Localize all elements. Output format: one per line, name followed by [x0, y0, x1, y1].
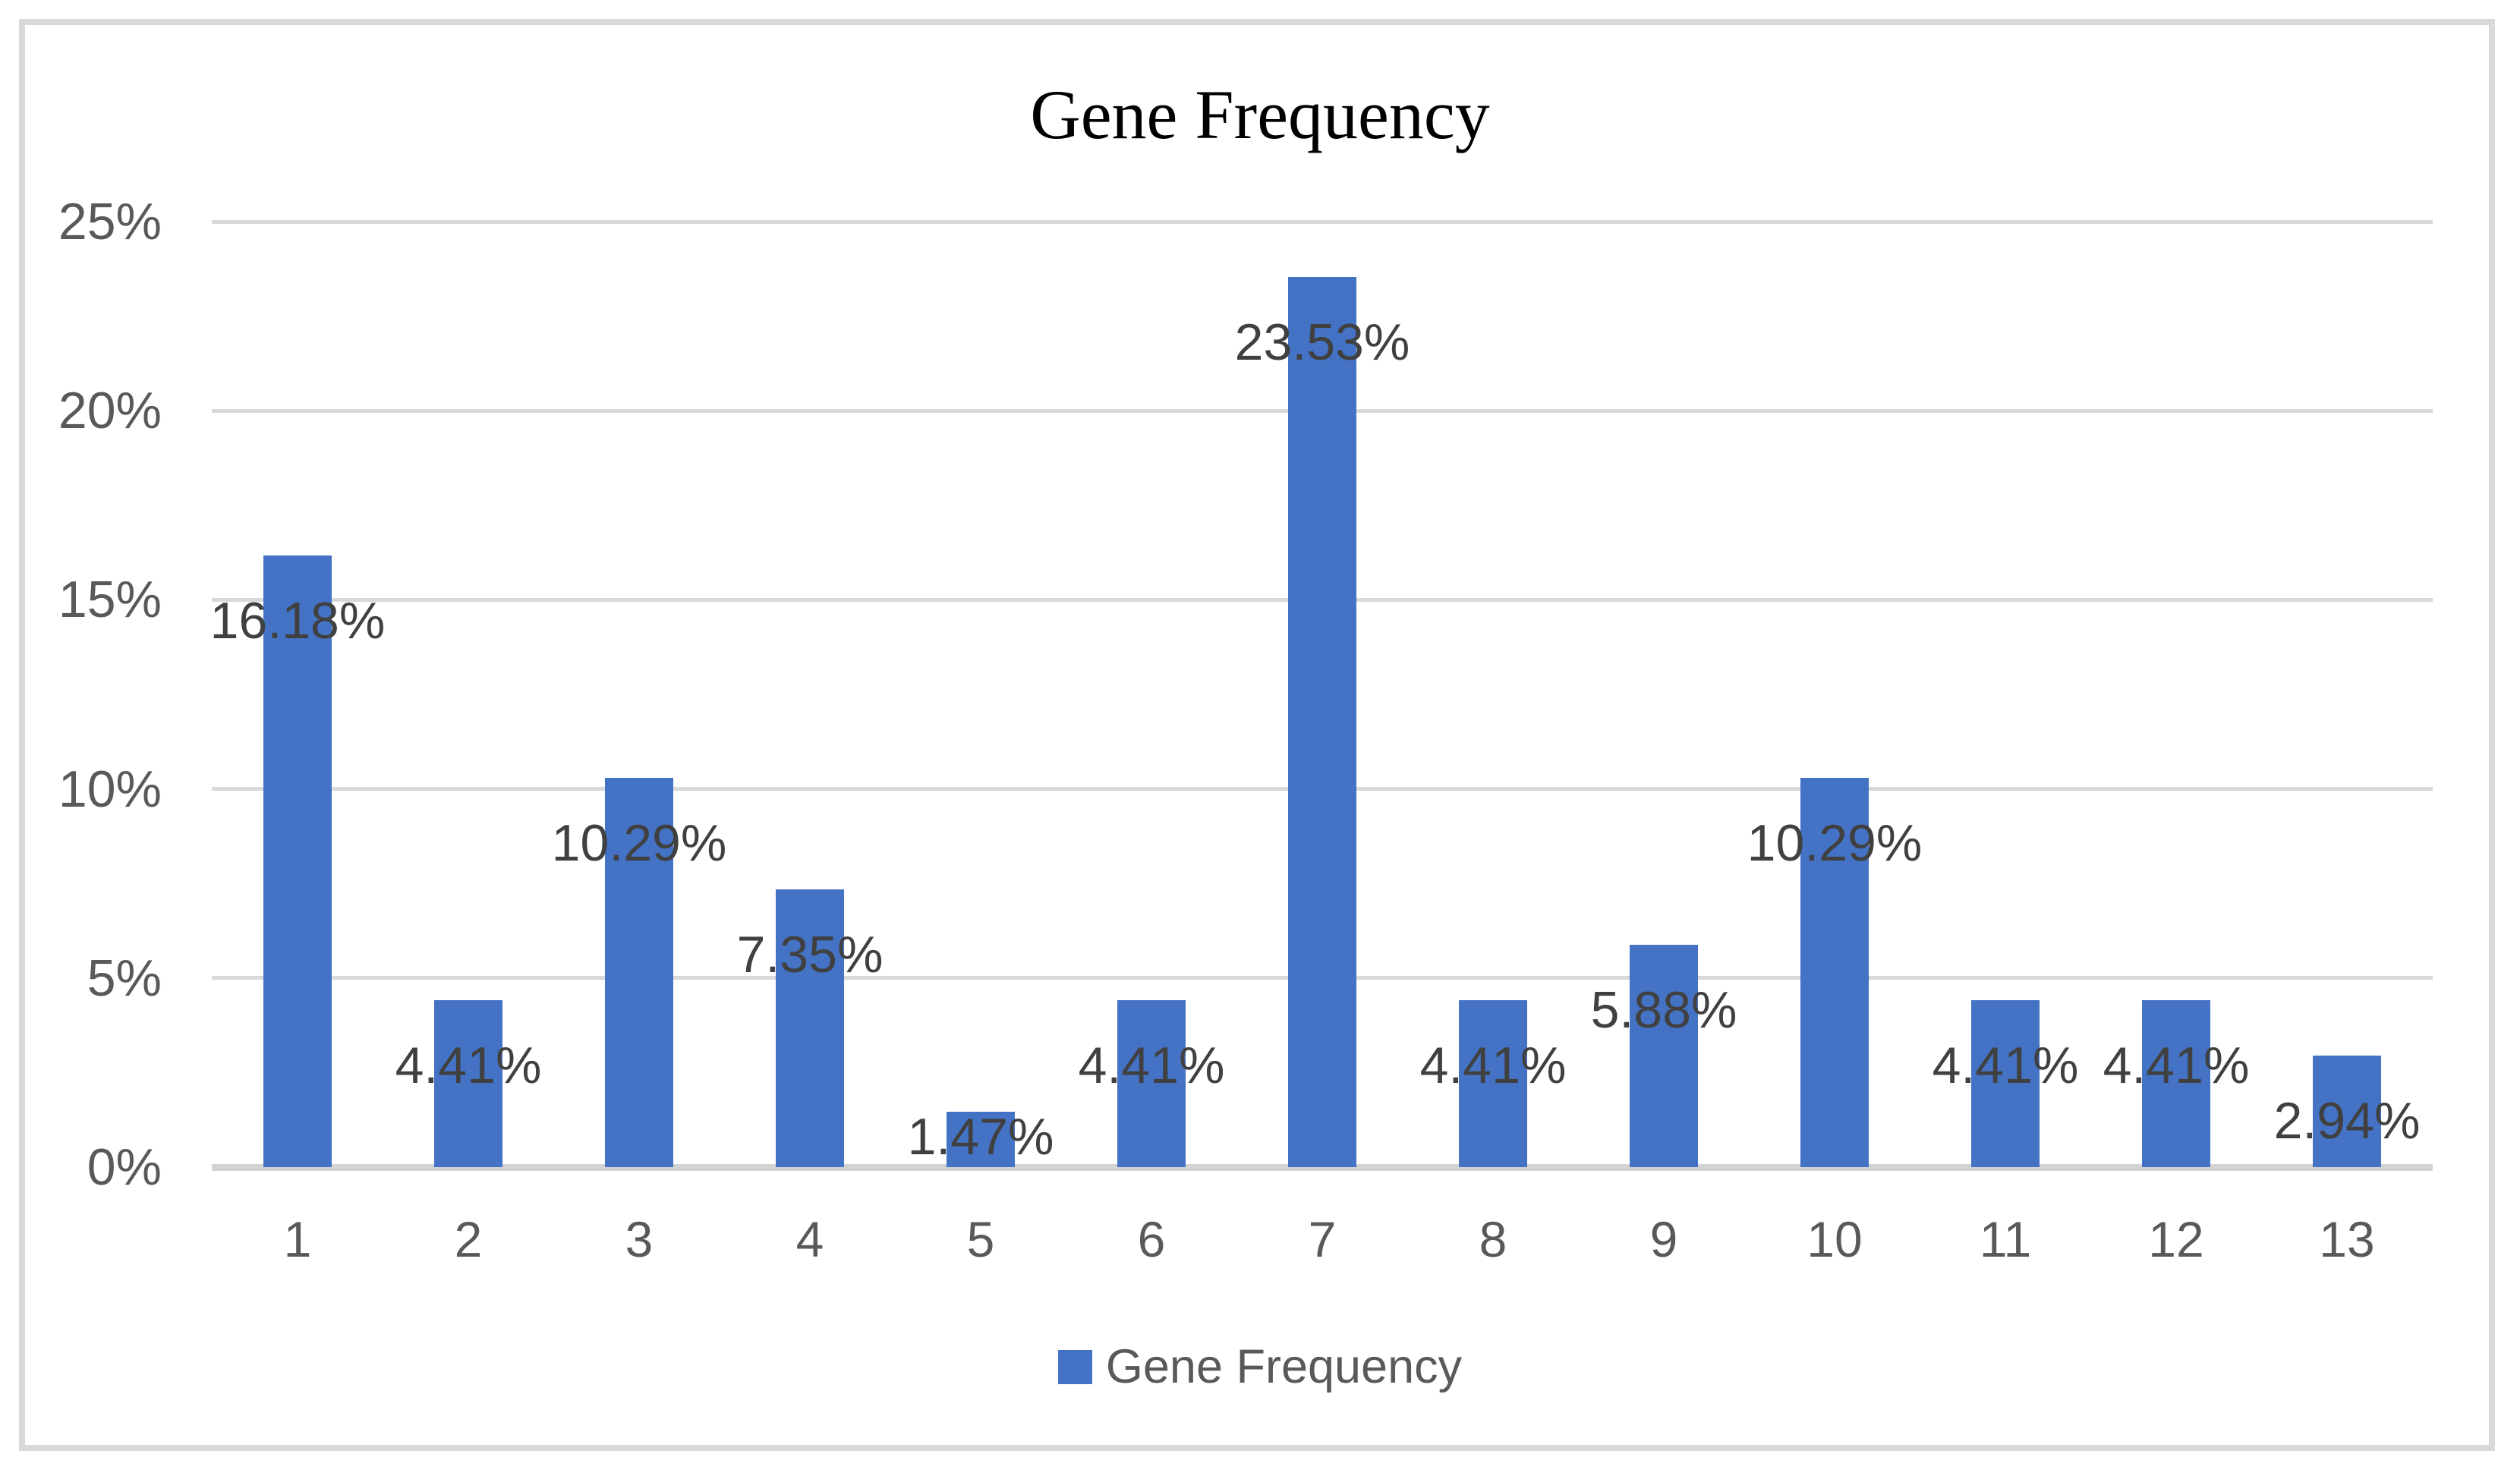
y-axis-tick-label: 0% [87, 1138, 162, 1196]
y-axis-tick-label: 20% [58, 382, 162, 439]
bar-data-label: 7.35% [736, 926, 884, 983]
x-axis-category-label: 6 [1137, 1211, 1166, 1267]
bar [2142, 1000, 2210, 1167]
bar-data-label: 4.41% [1932, 1037, 2079, 1094]
bar [1288, 277, 1356, 1167]
x-axis-category-label: 11 [1979, 1211, 2032, 1267]
x-axis-category-label: 7 [1308, 1211, 1337, 1267]
bar [605, 778, 673, 1167]
x-axis-category-label: 5 [966, 1211, 995, 1267]
x-axis-category-label: 2 [454, 1211, 483, 1267]
x-axis-category-label: 13 [2319, 1211, 2375, 1267]
x-axis-line [212, 1164, 2433, 1171]
chart-border [19, 19, 2495, 1451]
legend: Gene Frequency [0, 1343, 2520, 1391]
bar-data-label: 4.41% [395, 1037, 542, 1094]
bar-data-label: 5.88% [1590, 981, 1737, 1039]
bar-data-label: 4.41% [1419, 1037, 1567, 1094]
bar [2313, 1056, 2381, 1167]
bar [947, 1112, 1015, 1167]
bar-data-label: 16.18% [209, 592, 386, 650]
x-axis-category-label: 3 [625, 1211, 654, 1267]
bar [434, 1000, 502, 1167]
bar [1971, 1000, 2040, 1167]
bar [1459, 1000, 1527, 1167]
bar [776, 889, 844, 1167]
gridline [212, 220, 2433, 224]
chart-title: Gene Frequency [1030, 76, 1490, 153]
bar [263, 555, 332, 1167]
legend-color-swatch [1057, 1350, 1092, 1384]
legend-label: Gene Frequency [1105, 1340, 1463, 1393]
y-axis-tick-label: 10% [58, 760, 162, 818]
bar-data-label: 2.94% [2273, 1092, 2421, 1150]
x-axis-category-label: 9 [1649, 1211, 1678, 1267]
x-axis-category-label: 4 [795, 1211, 824, 1267]
bar-data-label: 4.41% [2103, 1037, 2250, 1094]
bar-data-label: 10.29% [551, 814, 727, 872]
x-axis-category-label: 10 [1807, 1211, 1863, 1267]
x-axis-category-label: 1 [283, 1211, 312, 1267]
y-axis-tick-label: 5% [87, 949, 162, 1007]
bar [1800, 778, 1869, 1167]
bar [1117, 1000, 1186, 1167]
x-axis-category-label: 12 [2148, 1211, 2204, 1267]
bar-data-label: 10.29% [1747, 814, 1923, 872]
y-axis-tick-label: 25% [58, 193, 162, 250]
bar [1630, 945, 1698, 1167]
bar-data-label: 1.47% [907, 1108, 1054, 1166]
x-axis-category-label: 8 [1479, 1211, 1507, 1267]
bar-data-label: 4.41% [1078, 1037, 1225, 1094]
bar-data-label: 23.53% [1234, 313, 1410, 371]
y-axis-tick-label: 15% [58, 571, 162, 628]
